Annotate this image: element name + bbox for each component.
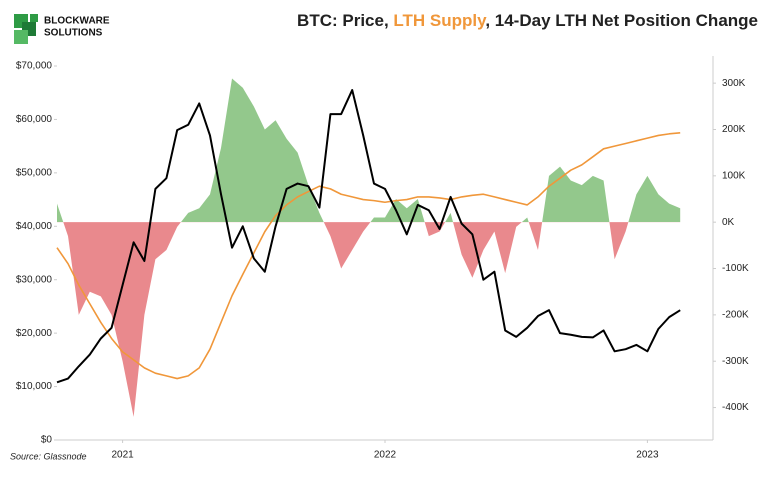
brand-name: SOLUTIONS [44, 28, 103, 39]
source: Source: Glassnode [10, 451, 87, 461]
x-tick-label: 2021 [111, 450, 134, 461]
y2-tick-label: 300K [722, 78, 746, 89]
title-part: LTH Supply [393, 11, 487, 30]
y-tick-label: $70,000 [16, 61, 53, 72]
y-tick-label: $50,000 [16, 167, 53, 178]
y-tick-label: $30,000 [16, 274, 53, 285]
series-line [56, 89, 681, 384]
y2-tick-label: 200K [722, 124, 746, 135]
y2-tick-label: 0K [722, 217, 735, 228]
y2-tick-label: -400K [722, 402, 749, 413]
logo-block [30, 14, 38, 22]
y2-tick-label: -100K [722, 263, 749, 274]
x-tick-label: 2023 [636, 450, 659, 461]
x-tick-label: 2022 [374, 450, 397, 461]
y-tick-label: $40,000 [16, 221, 53, 232]
logo [14, 14, 38, 44]
y-tick-label: $10,000 [16, 381, 53, 392]
y-tick-label: $60,000 [16, 114, 53, 125]
series-line [56, 131, 681, 380]
y-tick-label: $0 [41, 435, 53, 446]
title-part: BTC: Price, [297, 11, 393, 30]
y2-tick-label: -200K [722, 310, 749, 321]
logo-block [14, 30, 28, 44]
net-position-area [57, 78, 681, 417]
y2-tick-label: 100K [722, 170, 746, 181]
chart-title: BTC: Price, LTH Supply, 14-Day LTH Net P… [297, 11, 758, 30]
y-tick-label: $20,000 [16, 328, 53, 339]
y2-tick-label: -300K [722, 356, 749, 367]
brand-name: BLOCKWARE [44, 16, 110, 27]
title-part: , 14-Day LTH Net Position Change [485, 11, 758, 30]
